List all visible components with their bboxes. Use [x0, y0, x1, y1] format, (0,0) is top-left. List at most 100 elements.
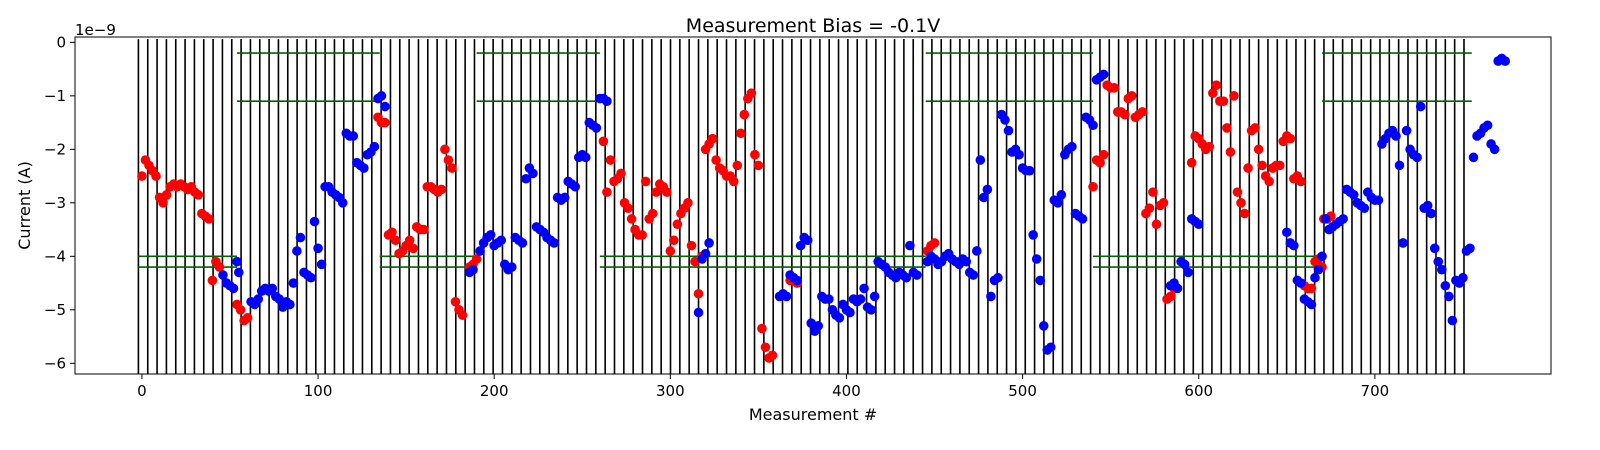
blue-data-point	[1447, 315, 1458, 326]
blue-data-point	[855, 294, 866, 304]
blue-data-point	[218, 270, 228, 280]
red-data-point	[728, 176, 739, 187]
blue-data-point	[267, 283, 278, 294]
blue-data-point	[1317, 251, 1327, 262]
red-data-point	[739, 109, 750, 120]
red-data-point	[616, 168, 626, 179]
red-data-point	[1158, 198, 1169, 208]
x-tick-label: 100	[304, 382, 333, 400]
blue-data-point	[986, 291, 996, 302]
red-data-point	[137, 171, 147, 181]
blue-data-point	[1310, 272, 1320, 283]
red-data-point	[242, 313, 253, 323]
blue-data-point	[905, 240, 915, 251]
blue-data-point	[292, 246, 302, 256]
red-data-point	[436, 184, 447, 195]
y-tick-label: 0	[56, 33, 66, 51]
red-data-point	[380, 117, 390, 128]
blue-data-point	[1440, 280, 1451, 291]
blue-data-point	[295, 232, 306, 243]
red-data-point	[443, 155, 454, 165]
blue-data-point	[975, 155, 986, 165]
blue-data-point	[1458, 272, 1468, 283]
y-tick-label: −3	[44, 194, 66, 212]
blue-data-point	[813, 321, 824, 331]
blue-data-point	[1193, 219, 1204, 230]
blue-data-point	[1468, 152, 1479, 163]
red-data-point	[390, 235, 401, 246]
blue-data-point	[376, 91, 387, 101]
blue-data-point	[961, 256, 972, 267]
red-data-point	[665, 246, 676, 256]
blue-data-point	[517, 238, 528, 248]
blue-data-point	[802, 235, 813, 246]
blue-data-point	[591, 123, 602, 133]
blue-data-point	[1088, 120, 1098, 131]
blue-data-point	[1031, 254, 1042, 264]
x-axis-label: Measurement #	[749, 405, 877, 424]
blue-data-point	[1098, 69, 1109, 80]
red-data-point	[640, 176, 651, 187]
blue-data-point	[834, 313, 845, 323]
blue-data-point	[1281, 227, 1292, 238]
blue-data-point	[993, 272, 1003, 283]
blue-data-point	[528, 168, 538, 179]
red-data-point	[637, 230, 647, 240]
red-data-point	[669, 235, 679, 246]
blue-data-point	[1313, 264, 1324, 275]
y-axis-offset-text: 1e−9	[75, 21, 116, 39]
red-data-point	[711, 155, 721, 165]
red-data-point	[1222, 123, 1232, 133]
blue-data-point	[1067, 141, 1077, 152]
y-tick-label: −5	[44, 301, 66, 319]
red-data-point	[753, 160, 764, 171]
blue-data-point	[1373, 195, 1384, 205]
x-tick-label: 0	[137, 382, 147, 400]
blue-data-point	[359, 163, 369, 173]
blue-data-point	[559, 192, 570, 203]
x-axis-ticks: 0 100 200 300 400 500 600 700	[137, 374, 1389, 400]
blue-data-point	[1038, 321, 1049, 331]
red-data-point	[602, 187, 612, 197]
x-tick-label: 500	[1008, 382, 1037, 400]
blue-data-point	[700, 248, 711, 259]
blue-data-point	[253, 294, 263, 304]
red-data-point	[1274, 160, 1285, 171]
red-data-point	[1211, 80, 1222, 90]
red-data-point	[1225, 147, 1236, 157]
red-data-point	[161, 190, 172, 200]
y-axis-label: Current (A)	[15, 161, 34, 250]
blue-data-point	[1348, 190, 1359, 200]
blue-data-point	[795, 240, 806, 251]
red-data-point	[418, 224, 429, 235]
blue-data-point	[1296, 278, 1306, 288]
blue-data-point	[1394, 160, 1405, 171]
blue-data-point	[507, 262, 517, 272]
red-data-point	[1088, 181, 1098, 192]
blue-data-point	[1482, 120, 1493, 131]
x-tick-label: 700	[1361, 382, 1390, 400]
red-data-point	[683, 198, 693, 208]
chart-title: Measurement Bias = -0.1V	[686, 15, 940, 37]
red-data-point	[207, 275, 218, 286]
blue-data-point	[1465, 243, 1475, 254]
blue-data-point	[348, 131, 359, 141]
blue-data-point	[1415, 101, 1426, 112]
blue-data-point	[979, 192, 989, 203]
blue-data-point	[1444, 291, 1454, 302]
blue-data-point	[1320, 214, 1331, 224]
blue-data-point	[845, 307, 855, 318]
blue-data-point	[1179, 259, 1190, 270]
blue-data-point	[912, 270, 922, 280]
red-data-point	[404, 235, 415, 246]
red-data-point	[760, 342, 771, 353]
blue-data-point	[972, 246, 982, 256]
red-data-point	[746, 88, 757, 98]
blue-data-point	[824, 294, 834, 304]
blue-data-point	[859, 283, 869, 294]
blue-data-point	[602, 96, 612, 106]
blue-data-point	[1035, 275, 1046, 286]
red-data-point	[1148, 187, 1158, 197]
red-data-point	[1098, 149, 1109, 160]
